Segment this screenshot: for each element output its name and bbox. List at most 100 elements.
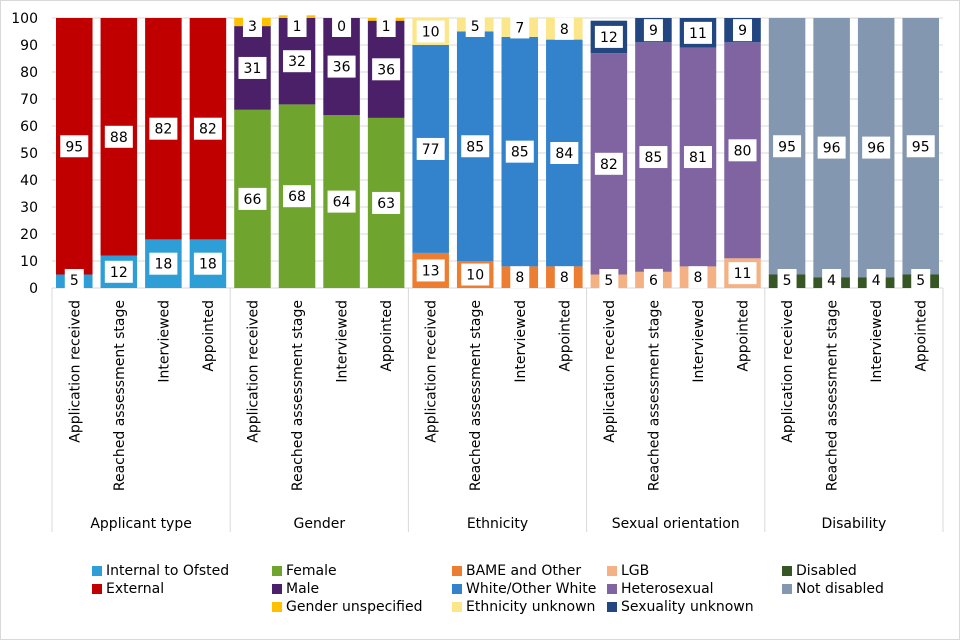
legend-label: Gender unspecified	[286, 599, 423, 615]
y-tick-label: 40	[20, 173, 38, 189]
data-label-box	[238, 56, 267, 79]
data-label-box	[817, 136, 846, 159]
data-label-box	[862, 136, 891, 159]
data-label: 11	[734, 266, 752, 282]
data-label: 66	[244, 192, 262, 208]
data-label: 81	[689, 150, 707, 166]
data-label-box	[416, 259, 445, 282]
legend-swatch	[272, 602, 282, 612]
data-label-box	[510, 266, 530, 289]
data-label-box	[911, 269, 931, 291]
data-label-box	[283, 50, 312, 73]
data-label-box	[149, 117, 178, 140]
legend-label: Female	[286, 563, 337, 579]
legend-item: External	[92, 580, 229, 598]
data-label-box	[60, 135, 89, 158]
x-category-label: Appointed	[201, 300, 217, 372]
x-category-label: Interviewed	[869, 300, 885, 383]
legend-label: Disabled	[796, 563, 857, 579]
data-label-box	[594, 25, 623, 48]
data-label: 8	[515, 270, 524, 286]
legend-label: White/Other White	[466, 581, 597, 597]
x-category-label: Application received	[780, 300, 796, 443]
data-label: 32	[288, 54, 306, 70]
legend-swatch	[272, 584, 282, 594]
data-label-box	[327, 190, 356, 213]
legend-item: Heterosexual	[607, 580, 754, 598]
data-label: 1	[293, 19, 302, 35]
data-label-box	[733, 19, 753, 42]
x-category-label: Application received	[424, 300, 440, 443]
data-label: 68	[288, 189, 306, 205]
data-label-box	[372, 58, 401, 81]
data-label-box	[639, 146, 668, 169]
legend-swatch	[607, 602, 617, 612]
data-label: 8	[560, 22, 569, 38]
data-label-box	[688, 266, 708, 289]
y-tick-label: 0	[29, 281, 38, 297]
x-category-label: Appointed	[914, 300, 930, 372]
data-label: 0	[337, 19, 346, 35]
data-label: 85	[645, 150, 663, 166]
data-label-box	[238, 187, 267, 210]
legend-item: LGB	[607, 562, 754, 580]
legend-label: Male	[286, 581, 320, 597]
data-label: 85	[511, 145, 529, 161]
legend-item: Female	[272, 562, 423, 580]
x-group-label: Disability	[821, 516, 886, 532]
data-label: 7	[515, 20, 524, 36]
data-label: 84	[555, 146, 573, 162]
legend-column: Internal to Ofsted External	[92, 562, 229, 598]
chart-legend: Internal to Ofsted External Female Male Gend…	[92, 562, 932, 622]
data-label: 88	[110, 130, 128, 146]
data-label-box	[461, 263, 490, 286]
x-category-label: Reached assessment stage	[646, 300, 662, 491]
data-label-box	[773, 135, 802, 158]
legend-item: Disabled	[782, 562, 884, 580]
legend-swatch	[452, 584, 462, 594]
legend-item: Ethnicity unknown	[452, 598, 596, 616]
x-group-label: Sexual orientation	[612, 516, 740, 532]
x-category-label: Interviewed	[335, 300, 351, 383]
legend-label: Heterosexual	[621, 581, 714, 597]
data-label: 18	[199, 257, 217, 273]
data-label: 96	[867, 141, 885, 157]
legend-item: Internal to Ofsted	[92, 562, 229, 580]
data-label: 8	[560, 270, 569, 286]
x-category-label: Interviewed	[513, 300, 529, 383]
legend-swatch	[92, 566, 102, 576]
data-label: 95	[778, 139, 796, 155]
data-label: 10	[466, 268, 484, 284]
legend-item: BAME and Other	[452, 562, 596, 580]
x-category-label: Interviewed	[156, 300, 172, 383]
data-label-box	[599, 269, 619, 291]
data-label: 3	[248, 19, 257, 35]
legend-label: Ethnicity unknown	[466, 599, 596, 615]
y-tick-label: 100	[11, 11, 38, 27]
data-label-box	[465, 15, 485, 37]
data-label: 18	[154, 257, 172, 273]
data-label-box	[104, 125, 133, 148]
legend-column: Disabled Not disabled	[782, 562, 884, 598]
data-label-box	[416, 137, 445, 160]
legend-label: LGB	[621, 563, 650, 579]
x-category-label: Appointed	[557, 300, 573, 372]
y-tick-label: 90	[20, 38, 38, 54]
x-category-label: Reached assessment stage	[112, 300, 128, 491]
y-tick-label: 20	[20, 227, 38, 243]
data-label-box	[728, 139, 757, 162]
data-label-box	[554, 17, 574, 40]
legend-label: Internal to Ofsted	[106, 563, 230, 579]
data-label-box	[327, 55, 356, 78]
y-tick-label: 30	[20, 200, 38, 216]
data-label-box	[193, 117, 222, 140]
y-tick-label: 70	[20, 92, 38, 108]
data-label: 5	[783, 273, 792, 289]
data-label: 31	[244, 61, 262, 77]
data-label-box	[416, 20, 445, 43]
data-label-box	[594, 152, 623, 175]
x-category-label: Reached assessment stage	[468, 300, 484, 491]
data-label-box	[104, 260, 133, 283]
data-label-box	[283, 185, 312, 208]
data-label: 8	[694, 270, 703, 286]
